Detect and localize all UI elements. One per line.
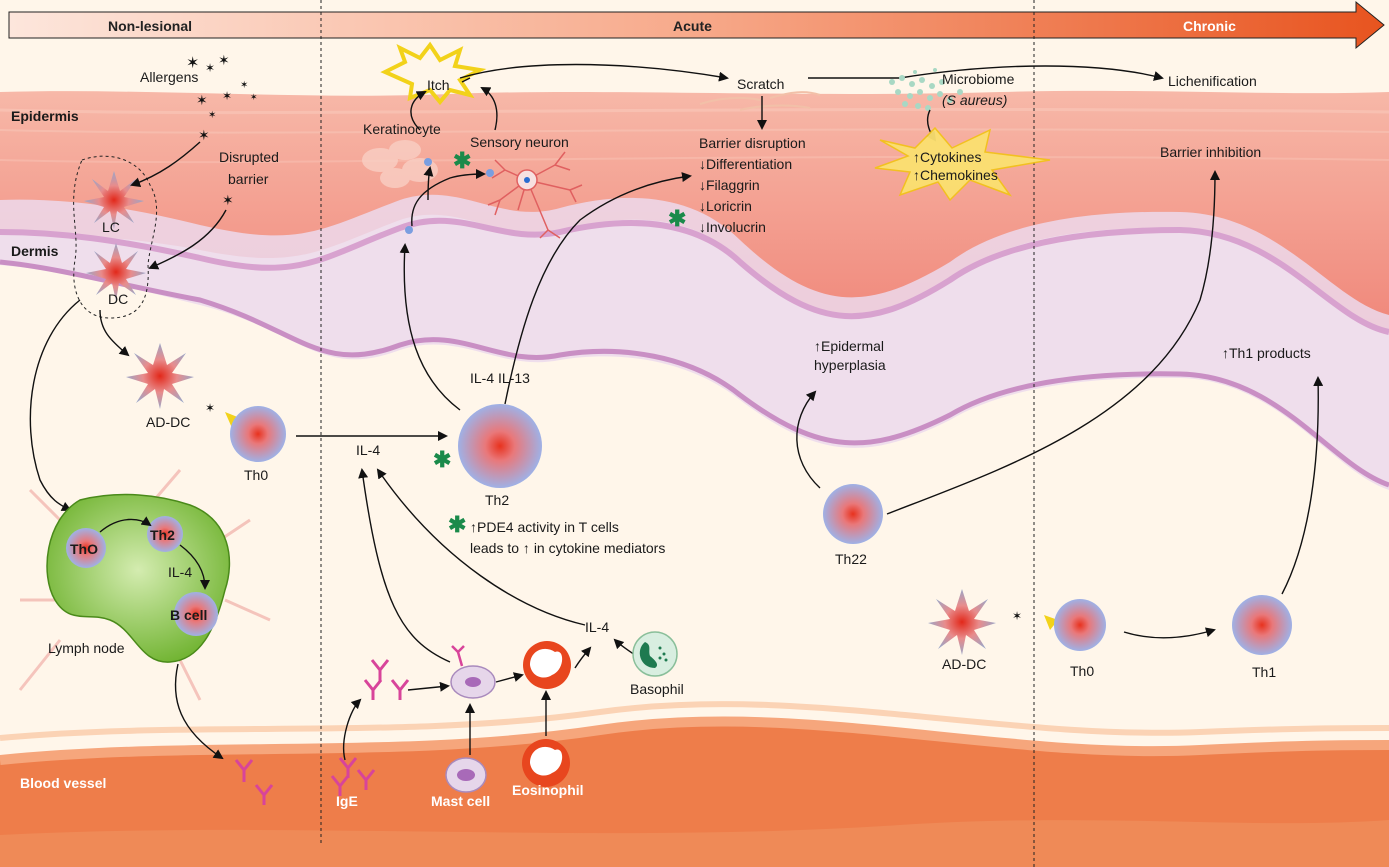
label-chemokines: ↑Chemokines bbox=[913, 167, 998, 183]
label-barrier-inhibition: Barrier inhibition bbox=[1160, 144, 1261, 160]
lymph-label-th2: Th2 bbox=[150, 527, 175, 543]
basophil bbox=[633, 632, 677, 676]
svg-text:✶: ✶ bbox=[222, 89, 232, 103]
label-epidermal-2: hyperplasia bbox=[814, 357, 886, 373]
label-ad-dc: AD-DC bbox=[146, 414, 190, 430]
asterisk-pde4: ✱ bbox=[448, 512, 466, 537]
svg-text:✶: ✶ bbox=[218, 52, 230, 68]
label-th2: Th2 bbox=[485, 492, 509, 508]
label-barrier: barrier bbox=[228, 171, 269, 187]
label-filaggrin: ↓Filaggrin bbox=[699, 177, 760, 193]
asterisk-barrier: ✱ bbox=[668, 206, 686, 231]
svg-text:✶: ✶ bbox=[208, 110, 216, 121]
label-th0: Th0 bbox=[244, 467, 268, 483]
label-ige: IgE bbox=[336, 793, 358, 809]
label-lc: LC bbox=[102, 219, 120, 235]
label-s-aureus: (S aureus) bbox=[942, 92, 1007, 108]
label-th1-chronic: Th1 bbox=[1252, 664, 1276, 680]
label-sensory-neuron: Sensory neuron bbox=[470, 134, 569, 150]
lymph-label-il4: IL-4 bbox=[168, 564, 192, 580]
th22-cell bbox=[823, 484, 883, 544]
label-epidermal-1: ↑Epidermal bbox=[814, 338, 884, 354]
label-pde4-1: ↑PDE4 activity in T cells bbox=[470, 519, 619, 535]
label-dc: DC bbox=[108, 291, 128, 307]
label-dermis: Dermis bbox=[11, 243, 59, 259]
label-th1-products: ↑Th1 products bbox=[1222, 345, 1311, 361]
svg-text:✶: ✶ bbox=[196, 92, 208, 108]
label-il4-il13: IL-4 IL-13 bbox=[470, 370, 530, 386]
label-mast-cell: Mast cell bbox=[431, 793, 490, 809]
label-il4-basophil: IL-4 bbox=[585, 619, 609, 635]
th1-chronic bbox=[1232, 595, 1292, 655]
th0-cell bbox=[230, 406, 286, 462]
label-involucrin: ↓Involucrin bbox=[699, 219, 766, 235]
lymph-label-bcell: B cell bbox=[170, 607, 207, 623]
th0-chronic bbox=[1054, 599, 1106, 651]
label-differentiation: ↓Differentiation bbox=[699, 156, 792, 172]
label-lymph-node: Lymph node bbox=[48, 640, 125, 656]
label-barrier-disruption: Barrier disruption bbox=[699, 135, 806, 151]
svg-text:✶: ✶ bbox=[205, 401, 215, 415]
mast-cell-vessel bbox=[446, 758, 486, 792]
label-il4-arrow: IL-4 bbox=[356, 442, 380, 458]
svg-text:✶: ✶ bbox=[250, 92, 258, 102]
label-epidermis: Epidermis bbox=[11, 108, 79, 124]
label-th22: Th22 bbox=[835, 551, 867, 567]
header-chronic: Chronic bbox=[1183, 18, 1236, 34]
label-microbiome: Microbiome bbox=[942, 71, 1015, 87]
label-disrupted: Disrupted bbox=[219, 149, 279, 165]
svg-text:✶: ✶ bbox=[205, 61, 215, 75]
label-ad-dc-chronic: AD-DC bbox=[942, 656, 986, 672]
eosinophil-tissue bbox=[523, 641, 571, 689]
label-blood-vessel: Blood vessel bbox=[20, 775, 106, 791]
eosinophil-vessel bbox=[522, 739, 570, 787]
label-itch: Itch bbox=[427, 77, 450, 93]
label-th0-chronic: Th0 bbox=[1070, 663, 1094, 679]
svg-text:✶: ✶ bbox=[198, 127, 210, 143]
label-lichenification: Lichenification bbox=[1168, 73, 1257, 89]
svg-text:✶: ✶ bbox=[222, 192, 234, 208]
label-allergens: Allergens bbox=[140, 69, 198, 85]
label-loricrin: ↓Loricrin bbox=[699, 198, 752, 214]
label-eosinophil: Eosinophil bbox=[512, 782, 584, 798]
asterisk-sensory: ✱ bbox=[453, 148, 471, 173]
header-non-lesional: Non-lesional bbox=[108, 18, 192, 34]
th2-cell bbox=[458, 404, 542, 488]
label-keratinocyte: Keratinocyte bbox=[363, 121, 441, 137]
label-pde4-2: leads to ↑ in cytokine mediators bbox=[470, 540, 665, 556]
svg-text:✶: ✶ bbox=[1012, 609, 1022, 623]
label-basophil: Basophil bbox=[630, 681, 684, 697]
label-cytokines: ↑Cytokines bbox=[913, 149, 981, 165]
lymph-label-th0: ThO bbox=[70, 541, 98, 557]
asterisk-th2: ✱ bbox=[433, 447, 451, 472]
header-acute: Acute bbox=[673, 18, 712, 34]
label-scratch: Scratch bbox=[737, 76, 784, 92]
svg-text:✶: ✶ bbox=[240, 80, 248, 91]
